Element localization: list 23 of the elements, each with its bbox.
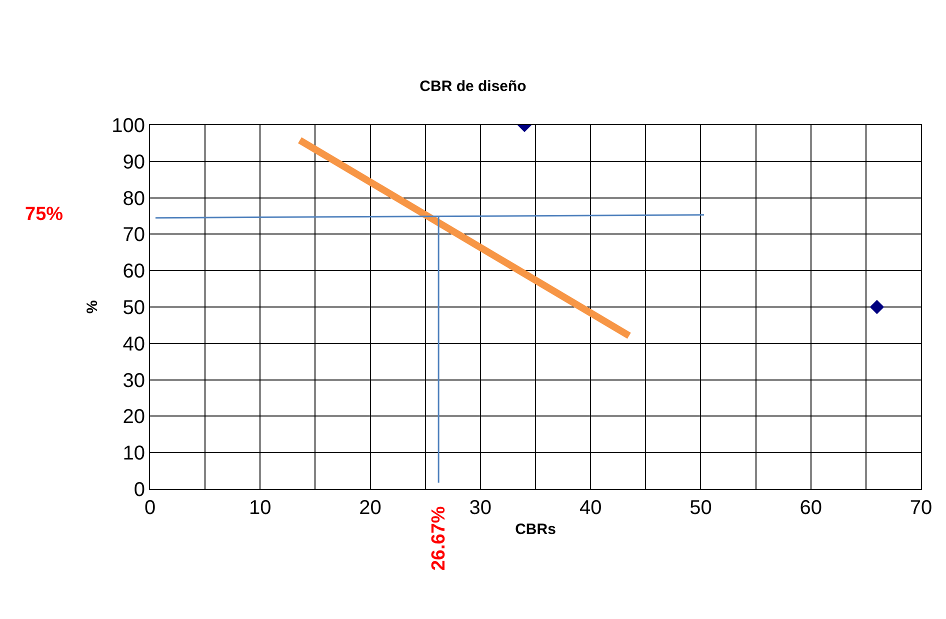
x-tick-label: 30: [469, 497, 492, 519]
y-tick-label: 20: [122, 406, 145, 428]
x-tick-label: 60: [800, 497, 822, 519]
x-tick-label: 50: [690, 497, 712, 519]
y-tick-label: 0: [134, 479, 145, 501]
y-tick-label: 70: [122, 224, 145, 246]
x-tick-label: 70: [910, 497, 932, 519]
y-tick-label: 80: [122, 188, 145, 210]
y-tick-label: 60: [122, 260, 145, 283]
text: 75%: [25, 204, 64, 225]
x-tick-label: 10: [249, 497, 272, 519]
y-axis-title: %: [84, 300, 101, 314]
y-tick-label: 100: [112, 115, 145, 137]
text: 26.67%: [428, 506, 450, 571]
y-tick-label: 30: [122, 370, 145, 392]
x-tick-label: 40: [579, 497, 602, 519]
y-tick-label: 90: [122, 151, 145, 174]
y-tick-label: 40: [122, 333, 145, 356]
x-tick-label: 20: [359, 497, 382, 519]
y-tick-label: 10: [122, 442, 145, 465]
x-axis-title: CBRs: [515, 521, 556, 538]
y-tick-label: 50: [122, 297, 145, 319]
chart-title: CBR de diseño: [420, 78, 526, 95]
